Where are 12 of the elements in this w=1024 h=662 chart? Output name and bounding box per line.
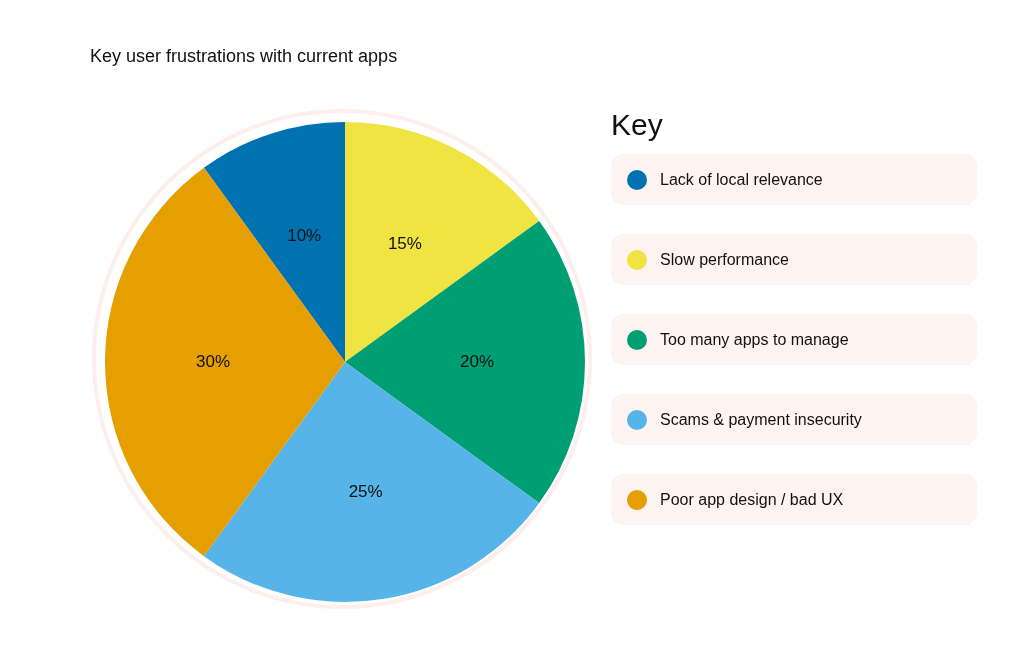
legend-title: Key — [611, 108, 664, 142]
legend-label: Slow performance — [660, 250, 789, 269]
data-label: 20% — [459, 351, 495, 371]
data-label: 10% — [287, 226, 322, 246]
data-label: 15% — [387, 234, 422, 254]
data-label: 30% — [195, 351, 231, 371]
legend-label: Too many apps to manage — [660, 330, 849, 349]
legend-label: Scams & payment insecurity — [660, 410, 862, 429]
chart-title: Key user frustrations with current apps — [90, 46, 398, 67]
legend-label: Poor app design / bad UX — [660, 490, 844, 509]
data-label: 25% — [348, 482, 383, 502]
legend-label: Lack of local relevance — [660, 170, 823, 189]
